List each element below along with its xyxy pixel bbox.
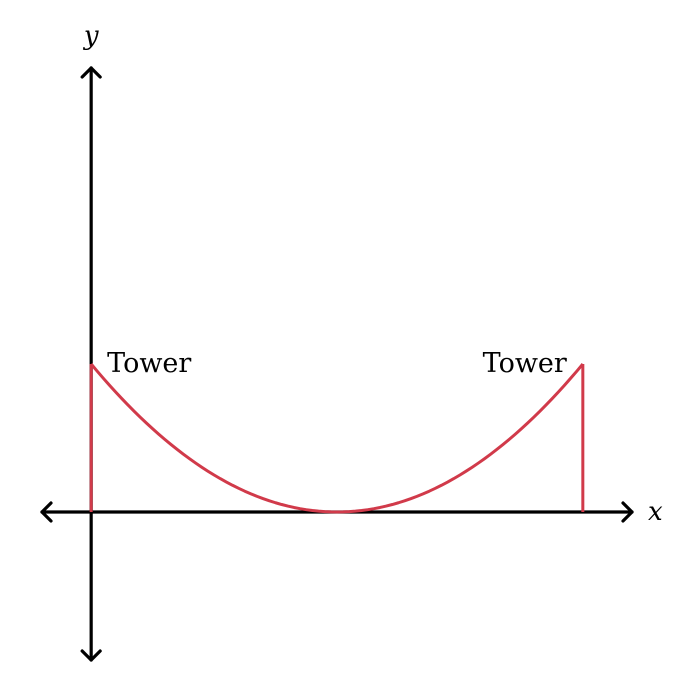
x-axis-arrow-left (40, 501, 53, 523)
right-tower-label: Tower (483, 348, 567, 379)
y-axis-arrow-down (80, 649, 102, 662)
left-tower-label: Tower (107, 348, 191, 379)
bridge (89, 363, 585, 514)
x-axis-arrow-right (621, 501, 634, 523)
y-axis-arrow-up (80, 66, 102, 79)
y-axis-label: y (83, 21, 99, 51)
x-axis-label: x (648, 497, 663, 527)
cable-parabola (90, 363, 584, 514)
